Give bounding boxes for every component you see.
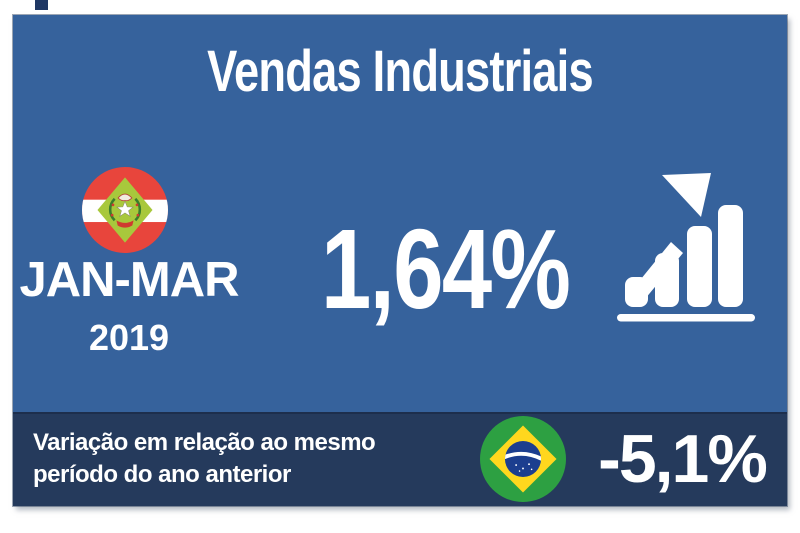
brazil-flag-icon xyxy=(480,416,566,502)
rising-bar-chart-arrow-icon xyxy=(615,167,757,323)
main-value: 1,64% xyxy=(321,206,571,332)
footer-bar: Variação em relação ao mesmo período do … xyxy=(13,412,787,506)
slide-edge-mark xyxy=(35,0,48,10)
period-year-label: 2019 xyxy=(88,317,170,358)
footer-note: Variação em relação ao mesmo período do … xyxy=(33,427,376,491)
footer-note-line2: período do ano anterior xyxy=(33,461,291,488)
page-title: Vendas Industriais xyxy=(207,39,594,104)
country-value: -5,1% xyxy=(598,421,768,497)
footer-note-line1: Variação em relação ao mesmo xyxy=(33,428,376,456)
santa-catarina-flag-icon xyxy=(82,167,168,253)
main-panel: Vendas Industriais xyxy=(13,15,787,506)
period-range-label: JAN-MAR xyxy=(19,253,240,307)
